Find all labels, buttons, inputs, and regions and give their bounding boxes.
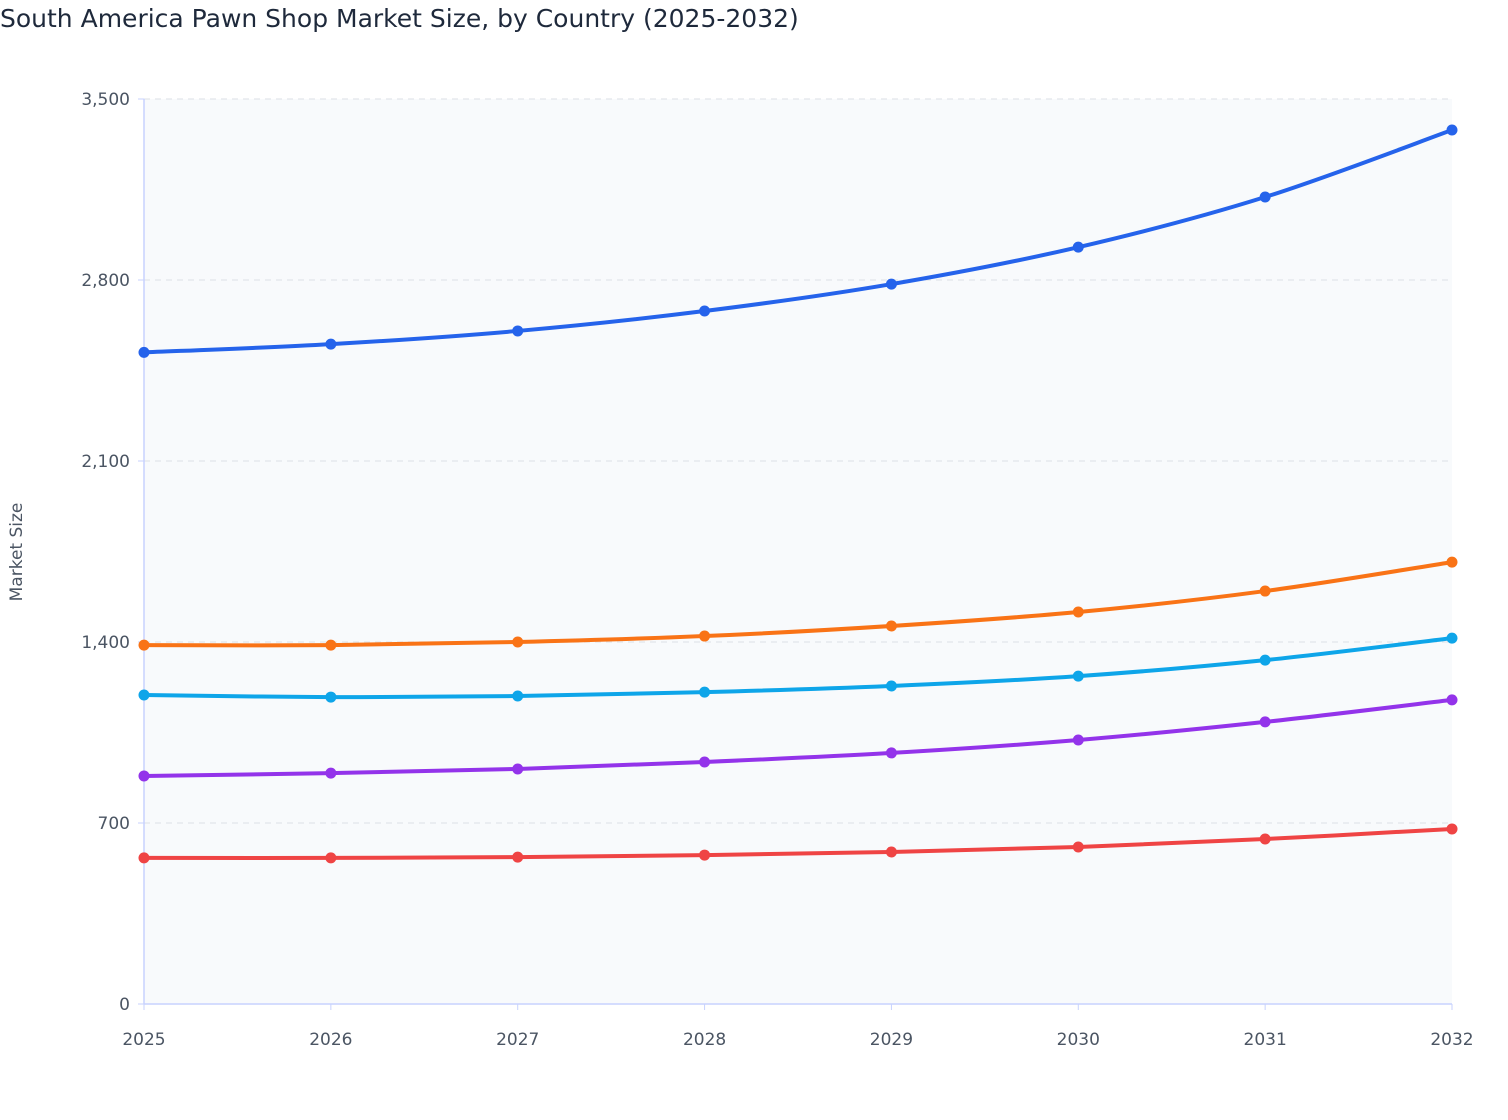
data-point (512, 763, 524, 775)
data-point (699, 686, 711, 698)
series-line-0 (142, 128, 1454, 355)
data-point (1259, 654, 1271, 666)
x-tick-label: 2025 (122, 1030, 165, 1050)
data-point (512, 690, 524, 702)
x-tick-label: 2027 (496, 1030, 539, 1050)
series-line-4 (142, 826, 1454, 860)
data-point (1259, 585, 1271, 597)
y-tick-label: 1,400 (81, 633, 130, 653)
data-point (1072, 241, 1084, 253)
data-point (1446, 556, 1458, 568)
x-tick-label: 2026 (309, 1030, 352, 1050)
data-point (138, 689, 150, 701)
data-point (325, 852, 337, 864)
data-point (885, 620, 897, 632)
data-point (1446, 694, 1458, 706)
data-point (325, 767, 337, 779)
data-point (699, 849, 711, 861)
data-point (1446, 632, 1458, 644)
data-point (138, 639, 150, 651)
data-point (699, 756, 711, 768)
data-point (1446, 823, 1458, 835)
y-tick-label: 2,100 (81, 452, 130, 472)
y-tick-label: 2,800 (81, 271, 130, 291)
plot-background (144, 99, 1452, 1004)
data-point (885, 680, 897, 692)
data-point (885, 747, 897, 759)
x-tick-label: 2028 (683, 1030, 726, 1050)
x-tick-label: 2029 (870, 1030, 913, 1050)
data-point (138, 346, 150, 358)
series-line-2 (142, 636, 1454, 700)
data-point (138, 770, 150, 782)
y-tick-label: 700 (98, 814, 130, 834)
data-point (699, 305, 711, 317)
chart-title: South America Pawn Shop Market Size, by … (0, 4, 799, 33)
data-point (1072, 841, 1084, 853)
data-point (512, 636, 524, 648)
x-tick-label: 2030 (1057, 1030, 1100, 1050)
data-point (1072, 734, 1084, 746)
y-tick-label: 0 (119, 995, 130, 1015)
data-point (512, 325, 524, 337)
data-point (325, 338, 337, 350)
data-point (1259, 716, 1271, 728)
y-tick-label: 3,500 (81, 90, 130, 110)
data-point (885, 278, 897, 290)
data-point (885, 846, 897, 858)
y-axis-label: Market Size (7, 503, 27, 602)
data-point (1259, 191, 1271, 203)
data-point (1446, 124, 1458, 136)
data-point (1259, 833, 1271, 845)
data-point (138, 852, 150, 864)
data-point (1072, 606, 1084, 618)
data-point (325, 639, 337, 651)
data-point (512, 851, 524, 863)
data-point (325, 691, 337, 703)
series-line-3 (142, 697, 1454, 778)
x-tick-label: 2032 (1430, 1030, 1473, 1050)
x-tick-label: 2031 (1244, 1030, 1287, 1050)
series-line-1 (142, 560, 1454, 648)
data-point (1072, 670, 1084, 682)
data-point (699, 630, 711, 642)
